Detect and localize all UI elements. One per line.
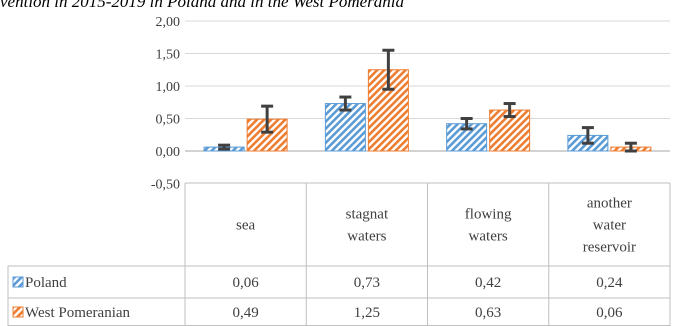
category-label: waters <box>469 229 508 245</box>
series-name: Poland <box>25 275 67 291</box>
error-bars <box>218 48 637 153</box>
legend-key-poland <box>12 276 24 288</box>
data-label: 1,25 <box>354 305 380 321</box>
y-tick-label: -0,50 <box>151 178 180 193</box>
y-tick-label: 1,50 <box>156 48 181 63</box>
error-bar <box>339 95 352 112</box>
error-bar <box>581 126 594 145</box>
category-label: reservoir <box>583 240 636 256</box>
y-tick-label: 1,00 <box>156 80 181 95</box>
data-label: 0,06 <box>596 305 623 321</box>
data-label: 0,49 <box>233 305 259 321</box>
data-label: 0,42 <box>475 275 501 291</box>
y-tick-label: 0,50 <box>156 113 181 128</box>
chart-title: vention in 2015-2019 in Poland and in th… <box>0 0 404 11</box>
data-label: 0,24 <box>596 275 623 291</box>
bars <box>203 69 652 152</box>
category-label: waters <box>347 229 386 245</box>
data-table: sea stagnat waters flowing waters another wate… <box>7 182 671 326</box>
category-label: stagnat <box>346 207 389 223</box>
legend-key-west-pomeranian <box>12 306 24 318</box>
category-label: sea <box>236 218 255 234</box>
error-bar <box>261 104 274 134</box>
y-tick-label: 0,00 <box>156 145 181 160</box>
y-axis-ticks: 2,00 1,50 1,00 0,50 0,00 -0,50 <box>151 15 180 193</box>
data-label: 0,73 <box>354 275 380 291</box>
y-tick-label: 2,00 <box>156 15 181 30</box>
error-bar <box>624 141 637 153</box>
error-bar <box>460 117 473 131</box>
category-label: flowing <box>465 207 512 223</box>
category-label: another <box>587 196 632 212</box>
error-bar <box>503 102 516 119</box>
series-name: West Pomeranian <box>25 305 131 321</box>
data-label: 0,63 <box>475 305 501 321</box>
error-bar <box>218 143 231 151</box>
category-label: water <box>593 218 626 234</box>
error-bar <box>382 48 395 91</box>
data-label: 0,06 <box>233 275 260 291</box>
